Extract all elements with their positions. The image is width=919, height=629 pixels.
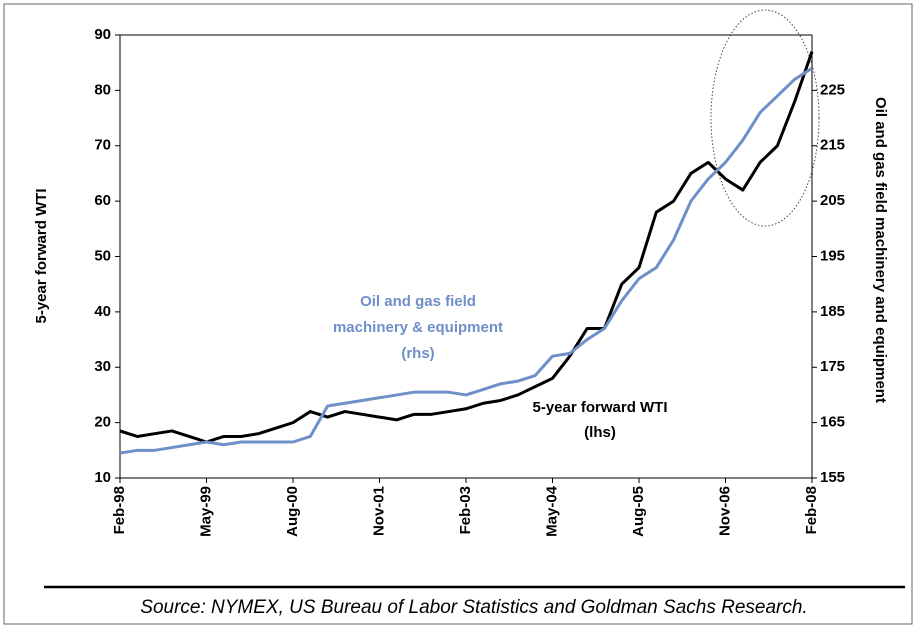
y2-tick-label: 155 (820, 469, 845, 486)
y-tick-label: 60 (94, 192, 111, 209)
line-series (119, 51, 814, 444)
x-tick-label: Aug-05 (630, 486, 647, 537)
x-tick-label: Feb-03 (457, 486, 474, 534)
y-tick-label: 40 (94, 303, 111, 320)
y-tick-label: 80 (94, 81, 111, 98)
annotation: 5-year forward WTI (532, 399, 667, 416)
y2-tick-label: 195 (820, 247, 845, 264)
y2-tick-label: 215 (820, 137, 845, 154)
y-axis-label: 5-year forward WTI (33, 188, 50, 323)
y2-tick-label: 185 (820, 303, 845, 320)
x-tick-label: Aug-00 (284, 486, 301, 537)
plot-frame (119, 34, 813, 479)
annotation: (rhs) (401, 345, 434, 362)
x-tick-label: Feb-08 (803, 486, 820, 534)
x-tick-label: Feb-98 (111, 486, 128, 534)
y-tick-label: 50 (94, 247, 111, 264)
y2-tick-label: 175 (820, 358, 845, 375)
y-tick-label: 30 (94, 358, 111, 375)
y-tick-label: 20 (94, 414, 111, 431)
annotation: (lhs) (584, 424, 616, 441)
highlight-ellipse (710, 9, 820, 227)
line-series (119, 66, 813, 455)
y2-tick-label: 165 (820, 414, 845, 431)
x-tick-label: May-99 (197, 486, 214, 537)
y-tick-label: 90 (94, 26, 111, 43)
annotation: Oil and gas field (360, 293, 476, 310)
x-tick-label: May-04 (543, 485, 560, 537)
x-tick-label: Nov-01 (370, 486, 387, 536)
y2-axis-label: Oil and gas field machinery and equipmen… (872, 97, 889, 403)
source: Source: NYMEX, US Bureau of Labor Statis… (140, 597, 807, 618)
frame (3, 3, 913, 625)
y2-tick-label: 225 (820, 81, 845, 98)
x-tick-label: Nov-06 (716, 486, 733, 536)
y-tick-label: 70 (94, 137, 111, 154)
annotation: machinery & equipment (333, 319, 503, 336)
y2-tick-label: 205 (820, 192, 845, 209)
y-tick-label: 10 (94, 469, 111, 486)
